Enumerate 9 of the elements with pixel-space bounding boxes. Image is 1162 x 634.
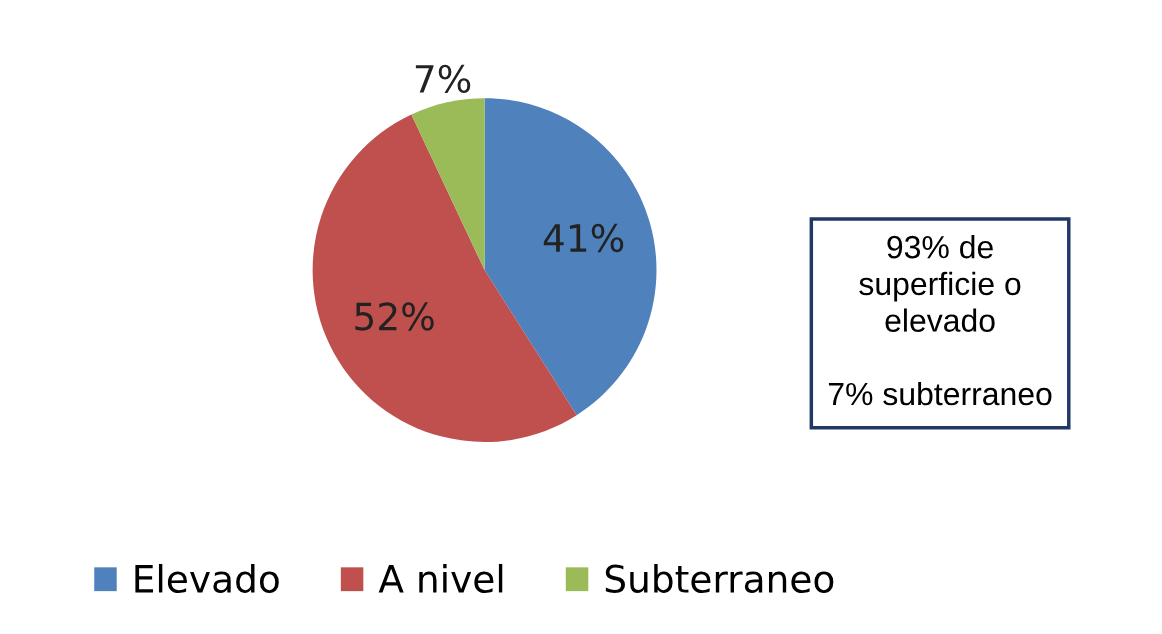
pie-slice bbox=[484, 98, 657, 416]
pie-slice bbox=[411, 98, 485, 271]
data-label: 7% bbox=[415, 64, 471, 94]
text: 93% de superficie o elevado 7% subterraneo bbox=[828, 235, 1052, 406]
legend-label: A nivel bbox=[378, 563, 503, 593]
data-label: 41% bbox=[543, 223, 624, 253]
legend-label: Subterraneo bbox=[605, 563, 834, 593]
legend-label: Elevado bbox=[135, 563, 279, 593]
data-label: 52% bbox=[355, 302, 434, 331]
